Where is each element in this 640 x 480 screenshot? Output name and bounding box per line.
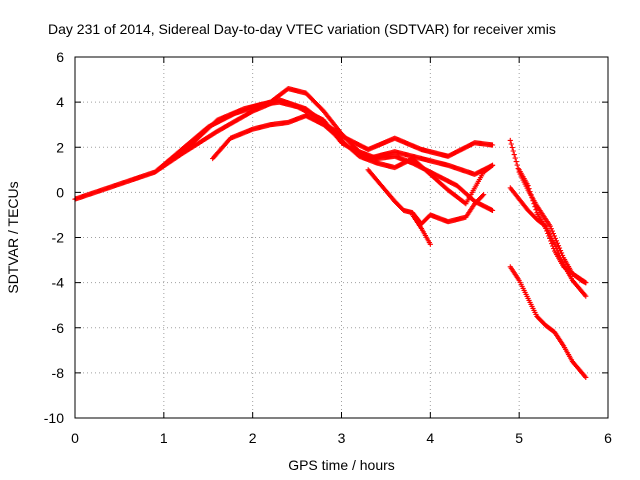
data-point bbox=[514, 162, 520, 168]
data-point bbox=[513, 158, 519, 165]
data-point bbox=[526, 186, 532, 192]
data-point bbox=[549, 228, 555, 234]
x-tick-label: 3 bbox=[338, 430, 346, 446]
data-point bbox=[531, 201, 537, 207]
data-point bbox=[509, 144, 515, 151]
data-point bbox=[481, 192, 487, 198]
data-point bbox=[507, 137, 513, 144]
data-point bbox=[510, 148, 516, 154]
y-tick-label: -8 bbox=[52, 365, 65, 381]
data-point bbox=[547, 223, 553, 229]
data-point bbox=[555, 243, 562, 249]
y-tick-label: -6 bbox=[52, 320, 65, 336]
data-point bbox=[527, 189, 533, 195]
data-point bbox=[583, 374, 589, 380]
series-track-10 bbox=[507, 264, 589, 380]
data-point bbox=[556, 245, 563, 251]
data-point bbox=[525, 183, 531, 189]
series-track-6 bbox=[409, 212, 433, 247]
data-point bbox=[488, 163, 495, 169]
data-point bbox=[427, 241, 433, 247]
y-tick-label: -4 bbox=[52, 275, 65, 291]
y-tick-label: 0 bbox=[56, 184, 64, 200]
x-tick-label: 5 bbox=[515, 430, 523, 446]
data-point bbox=[533, 207, 539, 213]
data-marks bbox=[72, 85, 589, 380]
data-point bbox=[583, 293, 589, 299]
data-point bbox=[548, 226, 554, 232]
x-tick-label: 4 bbox=[426, 430, 434, 446]
data-point bbox=[528, 192, 534, 198]
data-point bbox=[512, 155, 518, 161]
data-point bbox=[489, 142, 496, 148]
chart-title: Day 231 of 2014, Sidereal Day-to-day VTE… bbox=[48, 21, 556, 37]
series-track-5 bbox=[365, 167, 487, 227]
data-point bbox=[489, 207, 496, 214]
grid bbox=[75, 57, 608, 418]
y-tick-label: -10 bbox=[44, 410, 64, 426]
y-tick-label: 4 bbox=[56, 94, 64, 110]
data-point bbox=[583, 280, 589, 286]
x-tick-label: 2 bbox=[249, 430, 257, 446]
data-point bbox=[542, 222, 548, 229]
series-track-4 bbox=[210, 113, 496, 207]
x-tick-label: 1 bbox=[160, 430, 168, 446]
data-point bbox=[530, 198, 536, 204]
x-axis-label: GPS time / hours bbox=[288, 457, 395, 473]
y-axis-label: SDTVAR / TECUs bbox=[5, 181, 21, 293]
data-point bbox=[550, 230, 556, 237]
series-track-3 bbox=[161, 85, 496, 214]
data-point bbox=[554, 240, 561, 246]
x-tick-label: 6 bbox=[604, 430, 612, 446]
y-tick-label: 6 bbox=[56, 49, 64, 65]
series-track-9 bbox=[507, 185, 589, 299]
axis-ticks: 0 1 2 3 4 5 6 -10 -8 -6 -4 -2 0 2 4 6 bbox=[44, 49, 612, 446]
y-tick-label: 2 bbox=[56, 139, 64, 155]
data-point bbox=[532, 204, 538, 210]
data-point bbox=[529, 195, 535, 201]
data-point bbox=[508, 141, 514, 147]
data-point bbox=[511, 151, 517, 158]
series-track-1 bbox=[72, 97, 496, 202]
x-tick-label: 0 bbox=[71, 430, 79, 446]
series-track-7 bbox=[507, 137, 589, 286]
data-point bbox=[480, 193, 486, 199]
y-tick-label: -2 bbox=[52, 230, 65, 246]
data-point bbox=[489, 162, 496, 168]
